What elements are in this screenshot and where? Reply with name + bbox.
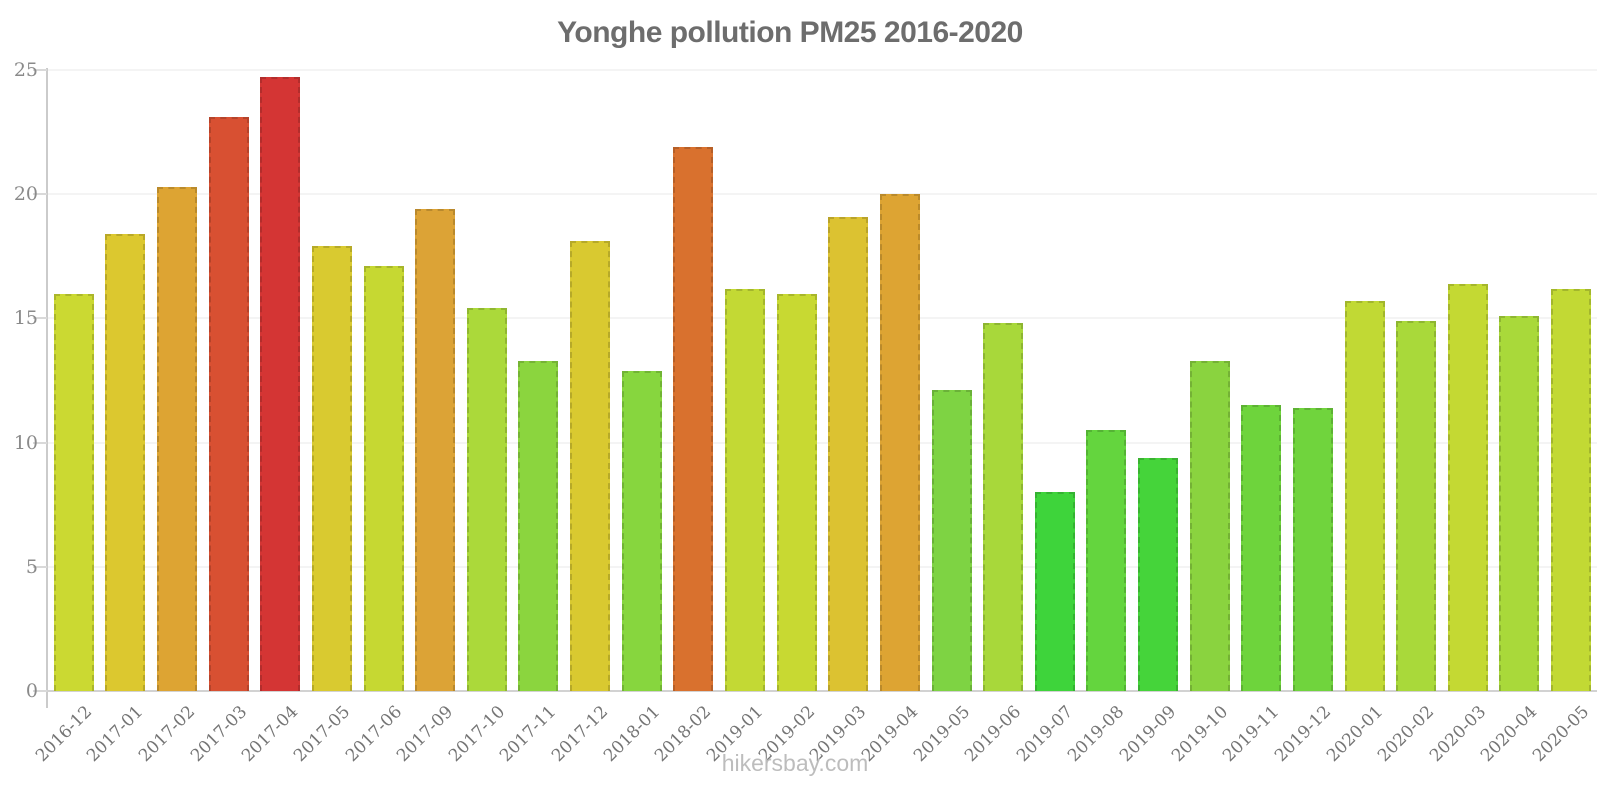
gridline-25 [48,69,1597,71]
bar-2019-07 [1034,492,1075,691]
bar-2017-05 [311,246,352,691]
bar-2018-01 [621,370,662,691]
bar-2019-12 [1292,407,1333,691]
gridline-15 [48,317,1597,320]
bar-2019-06 [983,323,1024,691]
bar-2020-05 [1551,288,1592,691]
bar-2020-01 [1344,301,1385,691]
bar-2018-02 [673,147,714,691]
bar-2019-09 [1138,457,1179,691]
gridline-10 [48,441,1597,444]
x-axis-line [46,690,1597,692]
gridline-5 [48,565,1597,568]
y-tick-label: 15 [13,307,38,330]
y-tick-mark [33,441,47,444]
y-tick-mark [33,565,47,568]
bar-2020-04 [1499,315,1540,691]
bar-2019-01 [725,288,765,691]
bar-2020-03 [1447,283,1488,691]
y-tick-mark [33,690,47,692]
y-tick-label: 20 [13,183,38,206]
bar-2017-11 [518,360,559,691]
y-tick-mark [33,69,47,71]
bar-2017-04 [260,77,301,691]
y-tick-label: 0 [25,680,38,702]
y-tick-mark [33,317,47,320]
bar-2017-01 [105,233,146,691]
gridline-20 [48,193,1597,196]
bar-2019-05 [931,390,972,691]
y-tick-label: 25 [13,59,38,81]
bar-2019-11 [1241,405,1282,691]
bar-2016-12 [53,293,94,691]
y-tick-label: 5 [25,555,38,578]
bar-2020-02 [1396,320,1437,691]
y-axis-line [46,68,48,708]
bar-2019-02 [776,293,817,691]
bar-2017-12 [570,241,611,691]
bar-2017-03 [208,117,249,691]
bar-2017-09 [415,209,456,691]
chart-title: Yonghe pollution PM25 2016-2020 [557,16,1023,49]
bar-2019-10 [1189,360,1230,691]
bar-2019-08 [1086,430,1127,691]
y-tick-mark [33,193,47,196]
bar-2017-06 [363,266,404,691]
bar-2017-02 [157,186,198,691]
watermark: hikersbay.com [721,750,869,776]
bar-2017-10 [466,308,507,691]
bar-2019-03 [828,216,869,691]
bar-2019-04 [879,194,920,691]
y-tick-label: 10 [13,431,38,454]
